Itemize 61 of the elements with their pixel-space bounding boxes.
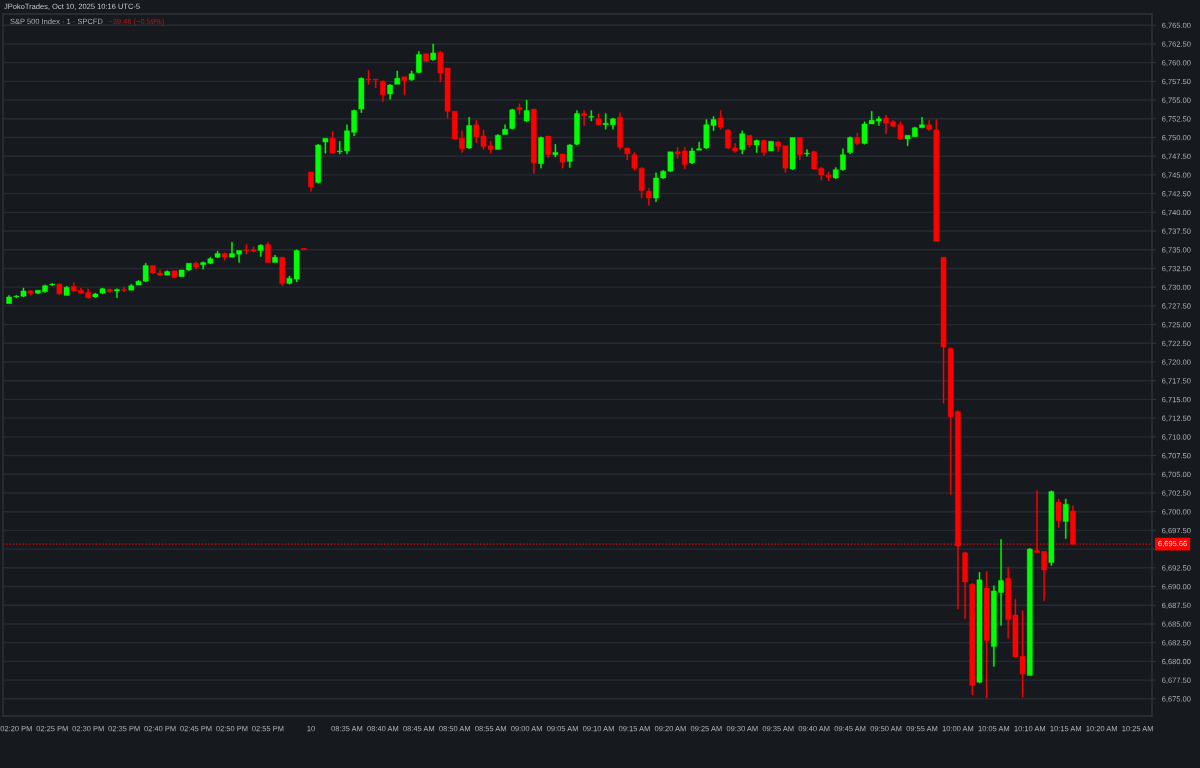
candlestick <box>588 110 595 122</box>
candlestick <box>308 171 314 192</box>
candlestick <box>106 288 113 293</box>
candlestick <box>63 286 70 296</box>
candlestick <box>1027 548 1033 676</box>
candlestick <box>789 137 796 170</box>
candlestick <box>214 251 221 259</box>
candlestick <box>768 141 774 152</box>
candlestick <box>523 99 530 122</box>
candlestick <box>796 137 803 161</box>
candlestick <box>753 139 760 153</box>
candlestick <box>502 124 508 135</box>
candlestick <box>495 134 501 150</box>
candlestick <box>581 110 587 126</box>
candlestick <box>401 76 408 96</box>
candlestick <box>1048 490 1055 566</box>
candlestick <box>746 135 753 148</box>
candlestick <box>329 131 336 154</box>
candlestick <box>56 283 63 295</box>
candlestick <box>804 149 810 157</box>
candlestick <box>358 77 365 113</box>
candlestick <box>408 70 415 81</box>
candlestick <box>854 132 861 146</box>
candlestick <box>193 261 199 270</box>
candlestick <box>416 51 422 74</box>
candlestick <box>595 113 602 126</box>
candlestick <box>265 242 271 263</box>
candlestick <box>552 144 559 158</box>
candlestick <box>322 138 329 154</box>
candlestick <box>257 244 264 257</box>
candlestick <box>27 289 34 296</box>
candlestick <box>121 286 127 292</box>
candlestick <box>940 257 947 404</box>
candlestick <box>847 136 853 155</box>
candlestick <box>969 583 976 696</box>
candlestick <box>380 80 386 102</box>
candlestick <box>430 43 436 61</box>
candlestick <box>279 257 286 286</box>
candlestick <box>646 188 652 206</box>
candlestick <box>545 135 552 158</box>
candlestick <box>114 288 120 298</box>
candlestick <box>221 252 228 261</box>
candlestick <box>272 254 278 263</box>
candlestick <box>739 130 746 155</box>
candlestick <box>559 153 566 169</box>
candlestick <box>1055 498 1062 528</box>
candlestick <box>509 108 516 130</box>
candlestick <box>976 572 983 684</box>
candlestick <box>164 270 171 276</box>
candlestick <box>315 144 321 184</box>
candlestick <box>466 117 472 149</box>
candlestick <box>1062 498 1069 539</box>
candlestick <box>717 110 724 130</box>
candlestick <box>171 270 178 279</box>
candlestick <box>538 136 544 169</box>
candlestick <box>962 551 968 619</box>
candlestick <box>983 571 990 699</box>
candlestick <box>516 103 523 115</box>
candlestick <box>423 53 429 63</box>
candlestick <box>531 108 537 174</box>
candlestick <box>761 139 767 156</box>
